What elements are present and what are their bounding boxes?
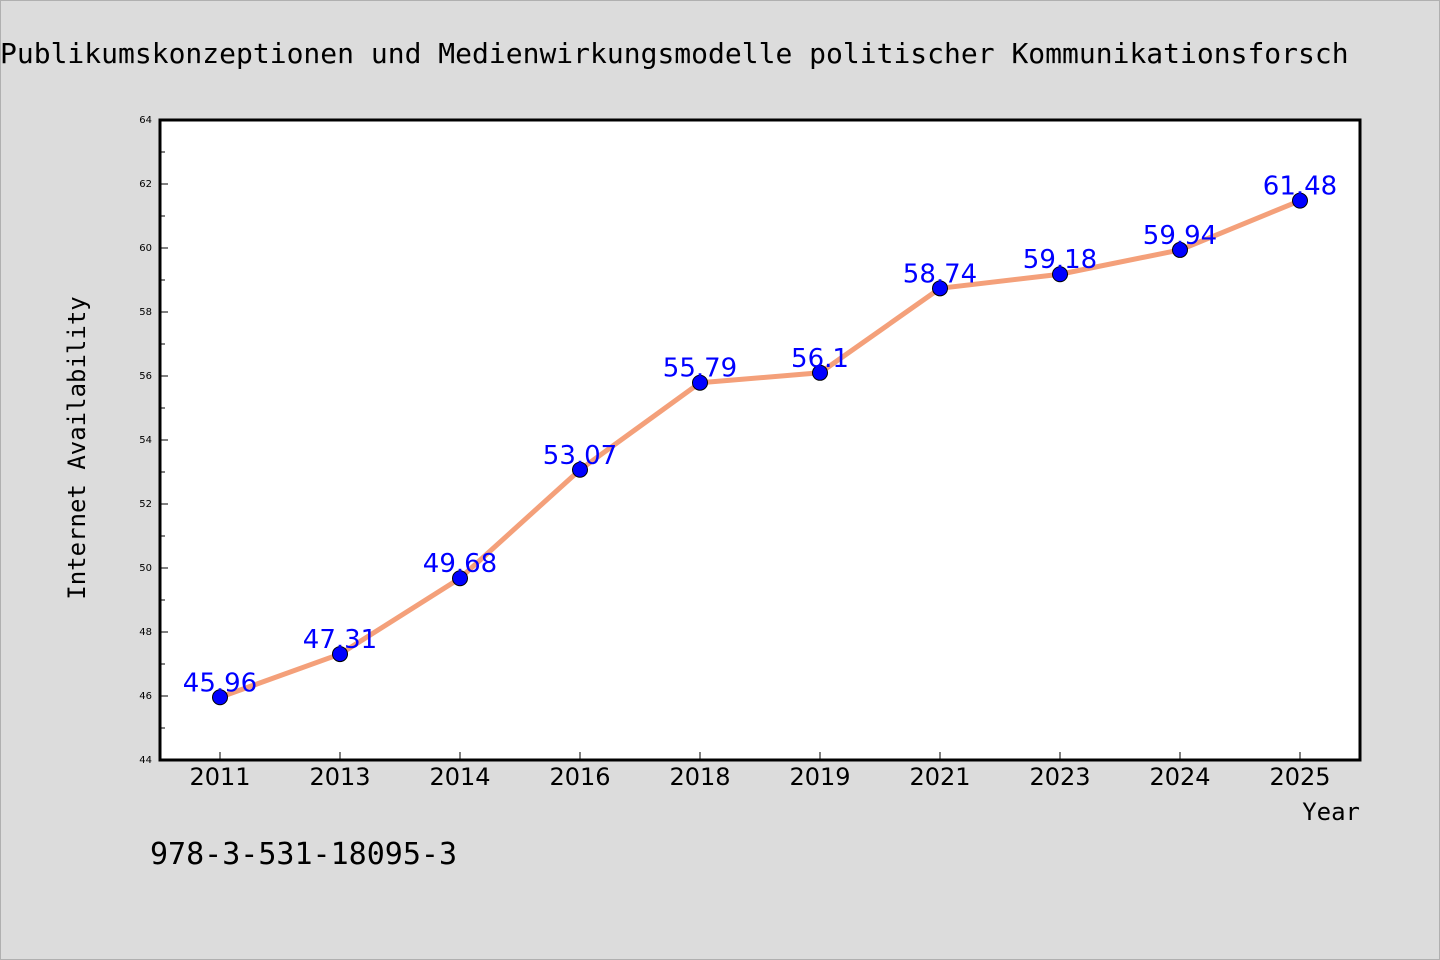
y-tick-label: 60 [139, 243, 152, 254]
data-points [212, 192, 1308, 706]
plot-border [158, 118, 1362, 762]
data-label: 47.31 [303, 625, 377, 655]
data-label: 53.07 [543, 441, 617, 471]
x-tick-label: 2019 [789, 763, 850, 791]
y-tick-label: 64 [139, 115, 152, 126]
data-label: 45.96 [183, 668, 257, 698]
x-axis-ticks: 2011 2013 2014 2016 2018 2019 2021 2023 2024 2025 [189, 752, 1331, 791]
plot-area [160, 120, 1360, 760]
data-point [692, 374, 708, 391]
data-label: 49.68 [423, 549, 497, 579]
series-line [217, 198, 1303, 700]
y-tick-label: 46 [139, 691, 152, 702]
y-tick-label: 54 [139, 435, 152, 446]
x-tick-label: 2011 [189, 763, 250, 791]
x-tick-label: 2018 [669, 763, 730, 791]
y-tick-label: 62 [139, 179, 152, 190]
x-tick-label: 2023 [1029, 763, 1090, 791]
x-tick-label: 2025 [1269, 763, 1330, 791]
chart-title: Publikumskonzeptionen und Medienwirkungs… [0, 37, 1349, 70]
data-label: 55.79 [663, 354, 737, 384]
y-tick-label: 56 [139, 371, 152, 382]
x-tick-label: 2014 [429, 763, 490, 791]
data-label: 56.1 [791, 344, 849, 374]
data-point [572, 461, 588, 478]
x-tick-label: 2024 [1149, 763, 1210, 791]
y-axis-label: Internet Availability [63, 296, 91, 599]
data-point [212, 689, 228, 706]
data-point [332, 646, 348, 663]
data-label: 61.48 [1263, 172, 1337, 202]
x-tick-label: 2021 [909, 763, 970, 791]
data-point [452, 570, 468, 587]
data-point [932, 280, 948, 297]
x-tick-label: 2013 [309, 763, 370, 791]
y-tick-label: 44 [139, 755, 152, 766]
data-label: 59.94 [1143, 221, 1217, 251]
x-axis-label: Year [1302, 798, 1360, 826]
data-label: 59.18 [1023, 245, 1097, 275]
data-labels: 45.96 47.31 49.68 53.07 55.79 56.1 58.74 59.18 5… [183, 172, 1337, 699]
data-point [812, 364, 828, 381]
data-label: 58.74 [903, 259, 977, 289]
y-tick-label: 50 [139, 563, 152, 574]
x-tick-label: 2016 [549, 763, 610, 791]
data-point [1172, 241, 1188, 258]
data-point [1052, 266, 1068, 283]
isbn-annotation: 978-3-531-18095-3 [150, 837, 457, 872]
y-axis-ticks: 44 46 48 50 52 54 56 58 60 62 64 [139, 115, 168, 766]
data-point [1292, 192, 1308, 209]
y-tick-label: 58 [139, 307, 152, 318]
y-tick-label: 48 [139, 627, 152, 638]
y-tick-label: 52 [139, 499, 152, 510]
